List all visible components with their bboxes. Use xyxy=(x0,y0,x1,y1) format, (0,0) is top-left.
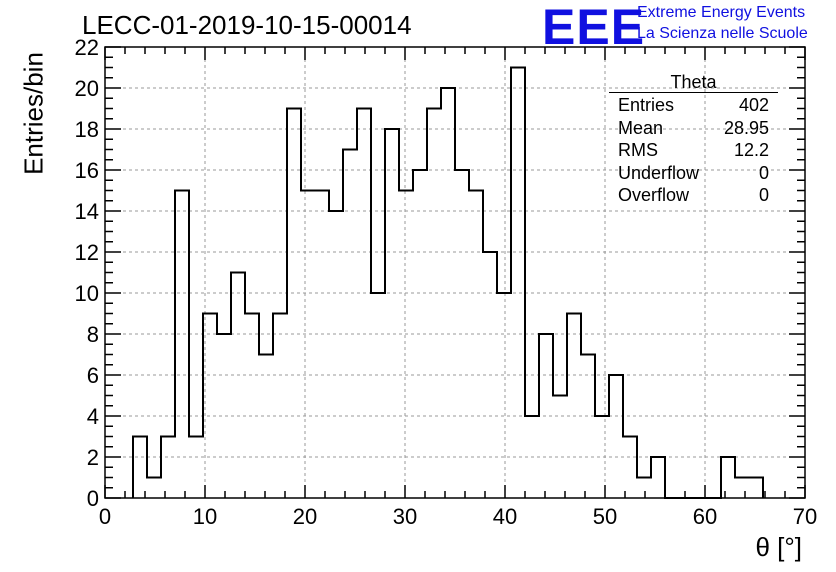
stats-label: RMS xyxy=(618,140,658,160)
stats-label: Overflow xyxy=(618,185,690,205)
y-tick-label: 8 xyxy=(87,322,99,347)
stats-box: Theta Entries 402 Mean 28.95 RMS 12.2 Un… xyxy=(609,72,778,207)
stats-row-rms: RMS 12.2 xyxy=(609,139,777,162)
axis-ticks xyxy=(104,46,806,499)
stats-label: Underflow xyxy=(618,162,700,183)
y-axis-label: Entries/bin xyxy=(18,52,49,175)
stats-row-entries: Entries 402 xyxy=(609,94,777,117)
histogram-series xyxy=(132,66,764,499)
plot-title: LECC-01-2019-10-15-00014 xyxy=(82,10,412,40)
y-tick-label: 0 xyxy=(87,486,99,511)
y-tick-label: 2 xyxy=(87,445,99,470)
x-tick-label: 20 xyxy=(293,504,317,529)
x-tick-label: 50 xyxy=(593,504,617,529)
y-tick-label: 4 xyxy=(87,404,99,429)
stats-value: 12.2 xyxy=(733,140,769,160)
brand-line-2: La Scienza nelle Scuole xyxy=(637,25,808,42)
y-tick-label: 10 xyxy=(75,281,99,306)
stats-value: 402 xyxy=(738,95,769,115)
stats-label: Mean xyxy=(618,117,664,138)
stats-row-overflow: Overflow 0 xyxy=(609,184,777,207)
y-tick-label: 16 xyxy=(75,158,99,183)
stats-row-underflow: Underflow 0 xyxy=(609,162,777,185)
brand-line-1: Extreme Energy Events xyxy=(637,4,806,21)
y-tick-label: 14 xyxy=(75,199,99,224)
eee-logo: EEE xyxy=(542,0,646,55)
stats-value: 0 xyxy=(758,162,769,183)
x-axis-label: θ [°] xyxy=(755,532,802,562)
x-tick-label: 10 xyxy=(193,504,217,529)
y-tick-label: 6 xyxy=(87,363,99,388)
y-tick-label: 18 xyxy=(75,117,99,142)
x-tick-label: 40 xyxy=(493,504,517,529)
y-tick-label: 12 xyxy=(75,240,99,265)
stats-title: Theta xyxy=(609,72,778,93)
tick-labels: 0 10 20 30 40 50 60 70 0 2 4 6 8 10 12 14 16 18 20 22 xyxy=(75,35,818,529)
stats-row-mean: Mean 28.95 xyxy=(609,117,777,140)
x-tick-label: 70 xyxy=(793,504,817,529)
y-tick-label: 22 xyxy=(75,35,99,60)
stats-label: Entries xyxy=(618,95,675,115)
x-tick-label: 60 xyxy=(693,504,717,529)
x-tick-label: 30 xyxy=(393,504,417,529)
x-tick-label: 0 xyxy=(99,504,111,529)
stats-value: 0 xyxy=(758,185,769,205)
stats-value: 28.95 xyxy=(723,117,769,138)
y-tick-label: 20 xyxy=(75,76,99,101)
